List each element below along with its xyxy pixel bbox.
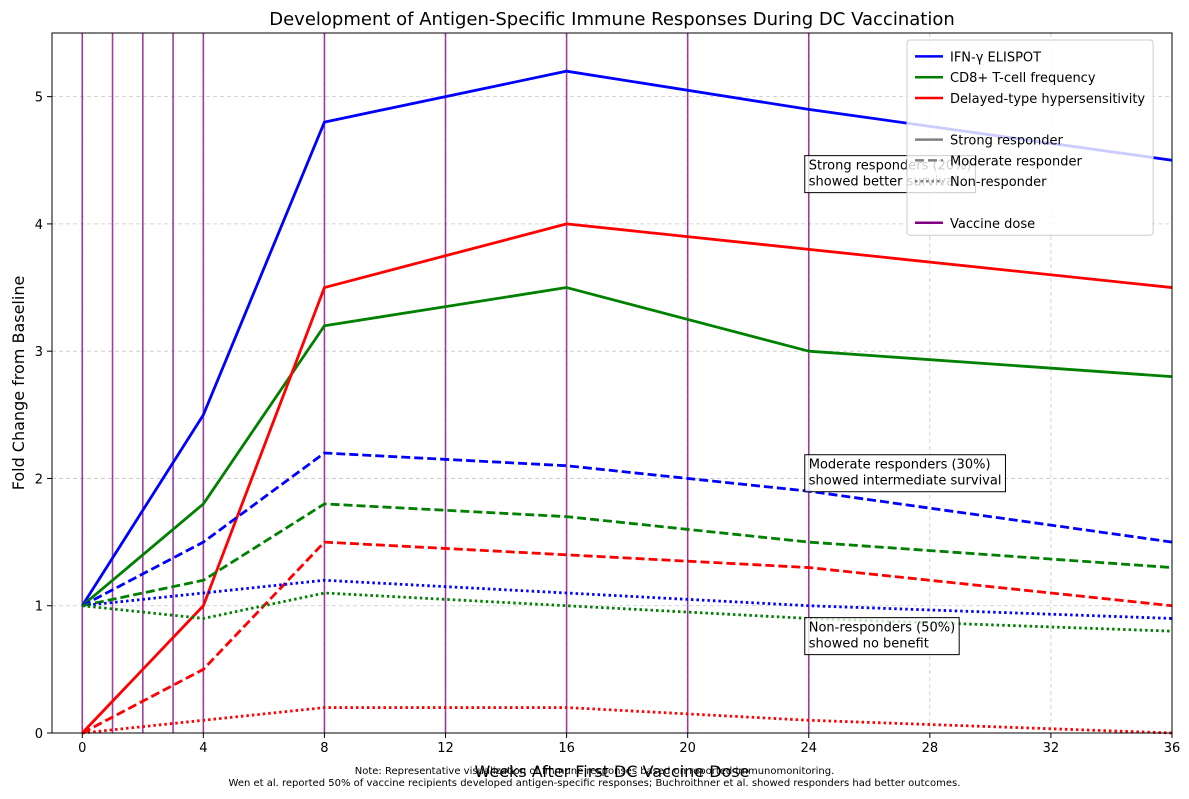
annotation: Moderate responders (30%) showed intermed…	[804, 454, 1006, 493]
x-tick-label: 4	[199, 741, 207, 756]
annotation-line: showed intermediate survival	[809, 474, 1002, 489]
x-axis-label: Weeks After First DC Vaccine Dose	[474, 762, 749, 781]
annotation-line: showed no benefit	[809, 637, 929, 652]
y-tick-label: 4	[35, 218, 43, 233]
series-line	[81, 222, 1173, 734]
series-line	[81, 286, 1173, 607]
series-line	[82, 706, 1173, 735]
axes	[51, 32, 1173, 734]
x-tick-label: 8	[320, 741, 328, 756]
y-axis-label: Fold Change from Baseline	[9, 276, 28, 491]
x-tick-label: 24	[800, 741, 817, 756]
annotation-line: Non-responders (50%)	[809, 621, 955, 636]
legend: IFN-γ ELISPOT CD8+ T-cell frequency Delaye…	[906, 39, 1154, 236]
legend-label: Non-responder	[950, 175, 1047, 190]
x-tick-label: 16	[558, 741, 575, 756]
series-line	[82, 578, 1173, 620]
annotation: Non-responders (50%) showed no benefit	[804, 617, 960, 656]
y-tick-label: 5	[35, 91, 43, 106]
chart-title: Development of Antigen-Specific Immune R…	[269, 9, 955, 30]
annotation-line: Moderate responders (30%)	[809, 458, 991, 473]
plot-frame	[51, 32, 1173, 734]
legend-box	[906, 39, 1154, 236]
legend-label: Strong responder	[950, 134, 1064, 149]
series-line	[81, 69, 1173, 607]
annotation-text: Non-responders (50%) showed no benefit	[809, 621, 955, 652]
legend-label: IFN-γ ELISPOT	[950, 50, 1041, 65]
x-tick-label: 0	[78, 741, 86, 756]
y-tick-label: 1	[35, 600, 43, 615]
legend-label: Vaccine dose	[950, 217, 1035, 232]
annotation-text: Moderate responders (30%) showed intermed…	[809, 458, 1002, 489]
x-tick-label: 20	[679, 741, 696, 756]
legend-label: Delayed-type hypersensitivity	[950, 92, 1145, 107]
series-line	[82, 591, 1173, 633]
series-line	[81, 540, 1173, 735]
annotation-box	[804, 454, 1006, 493]
series-line	[81, 451, 1173, 607]
footnote-line-1: Note: Representative visualization of im…	[354, 766, 835, 777]
series-lines	[81, 69, 1173, 735]
y-tick-label: 0	[35, 727, 43, 742]
x-tick-label: 28	[922, 741, 939, 756]
legend-label: Moderate responder	[950, 154, 1082, 169]
y-tick-label: 2	[35, 472, 43, 487]
series-line	[81, 502, 1173, 608]
y-tick-label: 3	[35, 345, 43, 360]
footnote-line-2: Wen et al. reported 50% of vaccine recip…	[228, 778, 961, 789]
x-tick-label: 36	[1164, 741, 1181, 756]
x-tick-label: 12	[437, 741, 454, 756]
x-tick-label: 32	[1043, 741, 1060, 756]
vaccine-dose-lines	[81, 33, 810, 733]
annotation-box	[804, 617, 960, 656]
legend-label: CD8+ T-cell frequency	[950, 71, 1096, 86]
